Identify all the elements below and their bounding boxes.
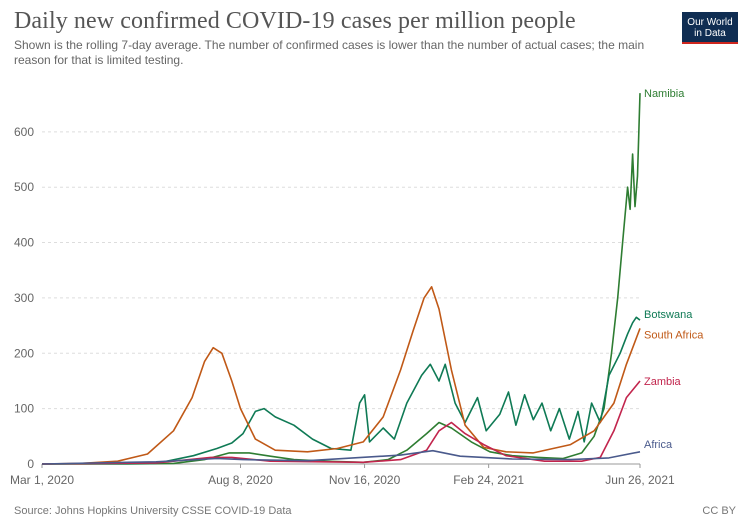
series-line-africa [41, 449, 641, 465]
x-tick-label: Jun 26, 2021 [605, 473, 675, 487]
series-label-zambia: Zambia [644, 376, 682, 388]
series-label-africa: Africa [644, 439, 673, 451]
series-line-namibia [42, 93, 641, 465]
series-line-south-africa [41, 286, 641, 465]
y-tick-label: 400 [14, 236, 34, 250]
y-tick-label: 600 [14, 125, 34, 139]
owid-logo[interactable]: Our World in Data [682, 12, 738, 44]
x-tick-label: Feb 24, 2021 [453, 473, 524, 487]
y-tick-label: 300 [14, 291, 34, 305]
series-line-zambia [41, 380, 641, 465]
logo-line-2: in Data [694, 28, 726, 39]
series-label-south-africa: South Africa [644, 329, 704, 341]
y-tick-label: 0 [27, 457, 34, 471]
x-tick-label: Nov 16, 2020 [329, 473, 401, 487]
x-tick-label: Mar 1, 2020 [10, 473, 74, 487]
source-note: Source: Johns Hopkins University CSSE CO… [14, 505, 292, 517]
license-label[interactable]: CC BY [702, 505, 736, 517]
series-label-botswana: Botswana [644, 309, 693, 321]
x-tick-label: Aug 8, 2020 [208, 473, 273, 487]
chart-subtitle: Shown is the rolling 7-day average. The … [14, 38, 645, 67]
y-tick-label: 500 [14, 180, 34, 194]
chart-title: Daily new confirmed COVID-19 cases per m… [14, 8, 576, 34]
logo-accent-bar [682, 42, 738, 44]
y-tick-label: 200 [14, 346, 34, 360]
logo-line-1: Our World [687, 17, 733, 28]
series-line-botswana [41, 316, 641, 465]
series-label-namibia: Namibia [644, 88, 685, 100]
y-tick-label: 100 [14, 402, 34, 416]
